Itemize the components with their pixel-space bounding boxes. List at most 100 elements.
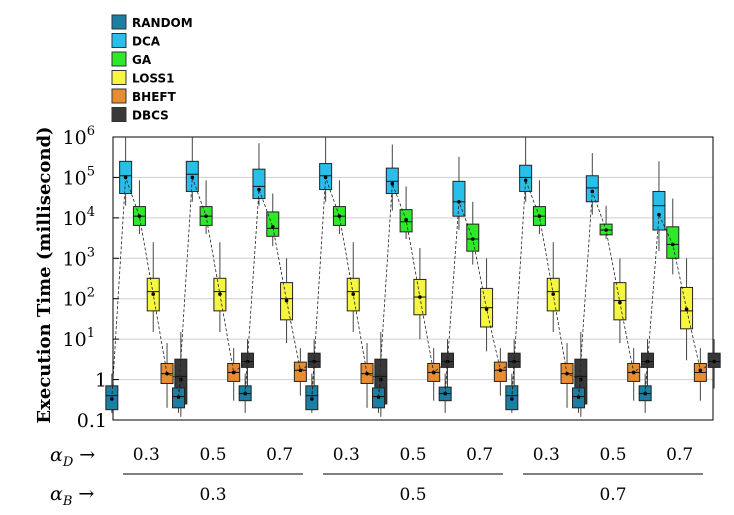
mean-connector-group-6: [444, 201, 515, 394]
y-tick-label: 101: [63, 326, 95, 351]
mean-connector-group-2: [178, 177, 248, 398]
box-ga-group-7: [532, 180, 546, 234]
legend-swatch-random: [111, 14, 127, 30]
box-dca-group-1: [119, 137, 133, 206]
mean-connector-between-groups: [578, 379, 582, 398]
mean-marker: [523, 178, 528, 183]
box-bheft-group-2: [227, 348, 241, 401]
box-bheft-group-9: [693, 348, 707, 401]
mean-marker: [284, 298, 289, 303]
mean-marker: [376, 395, 381, 399]
mean-marker: [176, 395, 181, 399]
alpha-d-value: 0.7: [466, 445, 493, 465]
mean-connector-group-7: [511, 180, 581, 400]
mean-connector-between-groups: [311, 361, 315, 400]
alpha-b-value: 0.3: [199, 485, 226, 505]
legend-label-ga: GA: [132, 53, 152, 67]
gridlines: [113, 176, 713, 381]
y-axis-title: Execution Time (millisecond): [34, 126, 55, 423]
box-ga-group-6: [466, 201, 480, 265]
box: [266, 211, 280, 237]
box-dca-group-7: [519, 137, 533, 202]
mean-connector-group-4: [311, 177, 381, 400]
mean-marker: [576, 395, 581, 399]
y-tick-label: 105: [63, 164, 95, 189]
box-dca-group-3: [252, 143, 266, 206]
box: [585, 175, 599, 203]
mean-marker: [257, 187, 261, 192]
mean-connector-between-groups: [511, 361, 515, 400]
legend-label-dbcs: DBCS: [132, 109, 169, 123]
alpha-b-value: 0.7: [599, 485, 626, 505]
mean-marker: [165, 371, 169, 376]
y-tick-label: 1: [95, 370, 107, 392]
mean-connector-group-8: [578, 191, 648, 398]
box-ga-group-8: [599, 205, 613, 239]
alpha-b-value: 0.5: [399, 485, 426, 505]
box-dca-group-9: [652, 161, 666, 252]
box-ga-group-5: [399, 186, 413, 239]
alpha-d-value: 0.3: [333, 445, 360, 465]
plot-area: [105, 137, 721, 417]
legend-label-random: RANDOM: [132, 16, 193, 30]
mean-connector-between-groups: [244, 361, 248, 394]
legend-swatch-dca: [111, 33, 127, 48]
box-dca-group-5: [385, 144, 399, 211]
legend-label-bheft: BHEFT: [132, 90, 177, 104]
mean-marker: [337, 214, 342, 218]
box-bheft-group-5: [427, 348, 441, 401]
plot-frame: [112, 136, 714, 421]
box: [385, 167, 399, 195]
box-dca-group-8: [585, 153, 599, 215]
mean-connector-group-5: [378, 183, 448, 398]
box-ga-group-1: [132, 180, 146, 234]
alpha-d-label: αD →: [50, 444, 95, 470]
alpha-d-value: 0.3: [533, 445, 560, 465]
mean-connector-between-groups: [378, 379, 382, 398]
alpha-d-value: 0.3: [133, 445, 160, 465]
box-dca-group-4: [319, 137, 333, 202]
alpha-d-value: 0.7: [666, 445, 693, 465]
mean-connector-group-3: [244, 189, 315, 394]
box-bheft-group-6: [493, 348, 507, 396]
box: [666, 226, 680, 259]
mean-marker: [110, 397, 114, 401]
box: [652, 190, 666, 231]
legend: RANDOM DCA GA LOSS1 BHEFT DBCS: [111, 14, 193, 123]
legend-label-dca: DCA: [132, 35, 161, 49]
box-bheft-group-8: [627, 348, 641, 401]
mean-marker: [484, 307, 489, 312]
mean-marker: [270, 225, 275, 229]
mean-marker: [657, 212, 661, 217]
box-random-group-8: [572, 377, 585, 413]
box-ga-group-2: [199, 180, 213, 234]
legend-swatch-bheft: [111, 88, 127, 104]
mean-marker: [684, 307, 689, 312]
alpha-b-label: αB →: [50, 483, 94, 509]
y-tick-label: 104: [63, 205, 95, 230]
mean-connector-group-9: [644, 213, 715, 394]
box-dca-group-6: [452, 157, 466, 231]
y-tick-label: 106: [63, 124, 95, 149]
box-random-group-2: [172, 377, 185, 413]
box-ga-group-3: [266, 193, 280, 247]
mean-marker: [365, 371, 369, 376]
y-tick-label: 102: [63, 286, 95, 311]
box-random-group-6: [438, 373, 452, 413]
legend-label-loss1: LOSS1: [132, 72, 175, 86]
box-loss1-group-9: [680, 258, 694, 361]
legend-swatch-ga: [111, 51, 127, 67]
mean-connector-between-groups: [644, 361, 648, 394]
box: [252, 168, 266, 200]
box-loss1-group-6: [480, 258, 494, 352]
mean-connector-between-groups: [178, 379, 182, 398]
y-tick-label: 103: [63, 245, 95, 270]
box-loss1-group-8: [613, 258, 627, 344]
mean-connector-group-1: [111, 177, 181, 400]
mean-connector-between-groups: [444, 361, 448, 394]
box: [519, 164, 533, 192]
box-bheft-group-3: [293, 348, 307, 396]
box-dca-group-2: [185, 137, 199, 202]
